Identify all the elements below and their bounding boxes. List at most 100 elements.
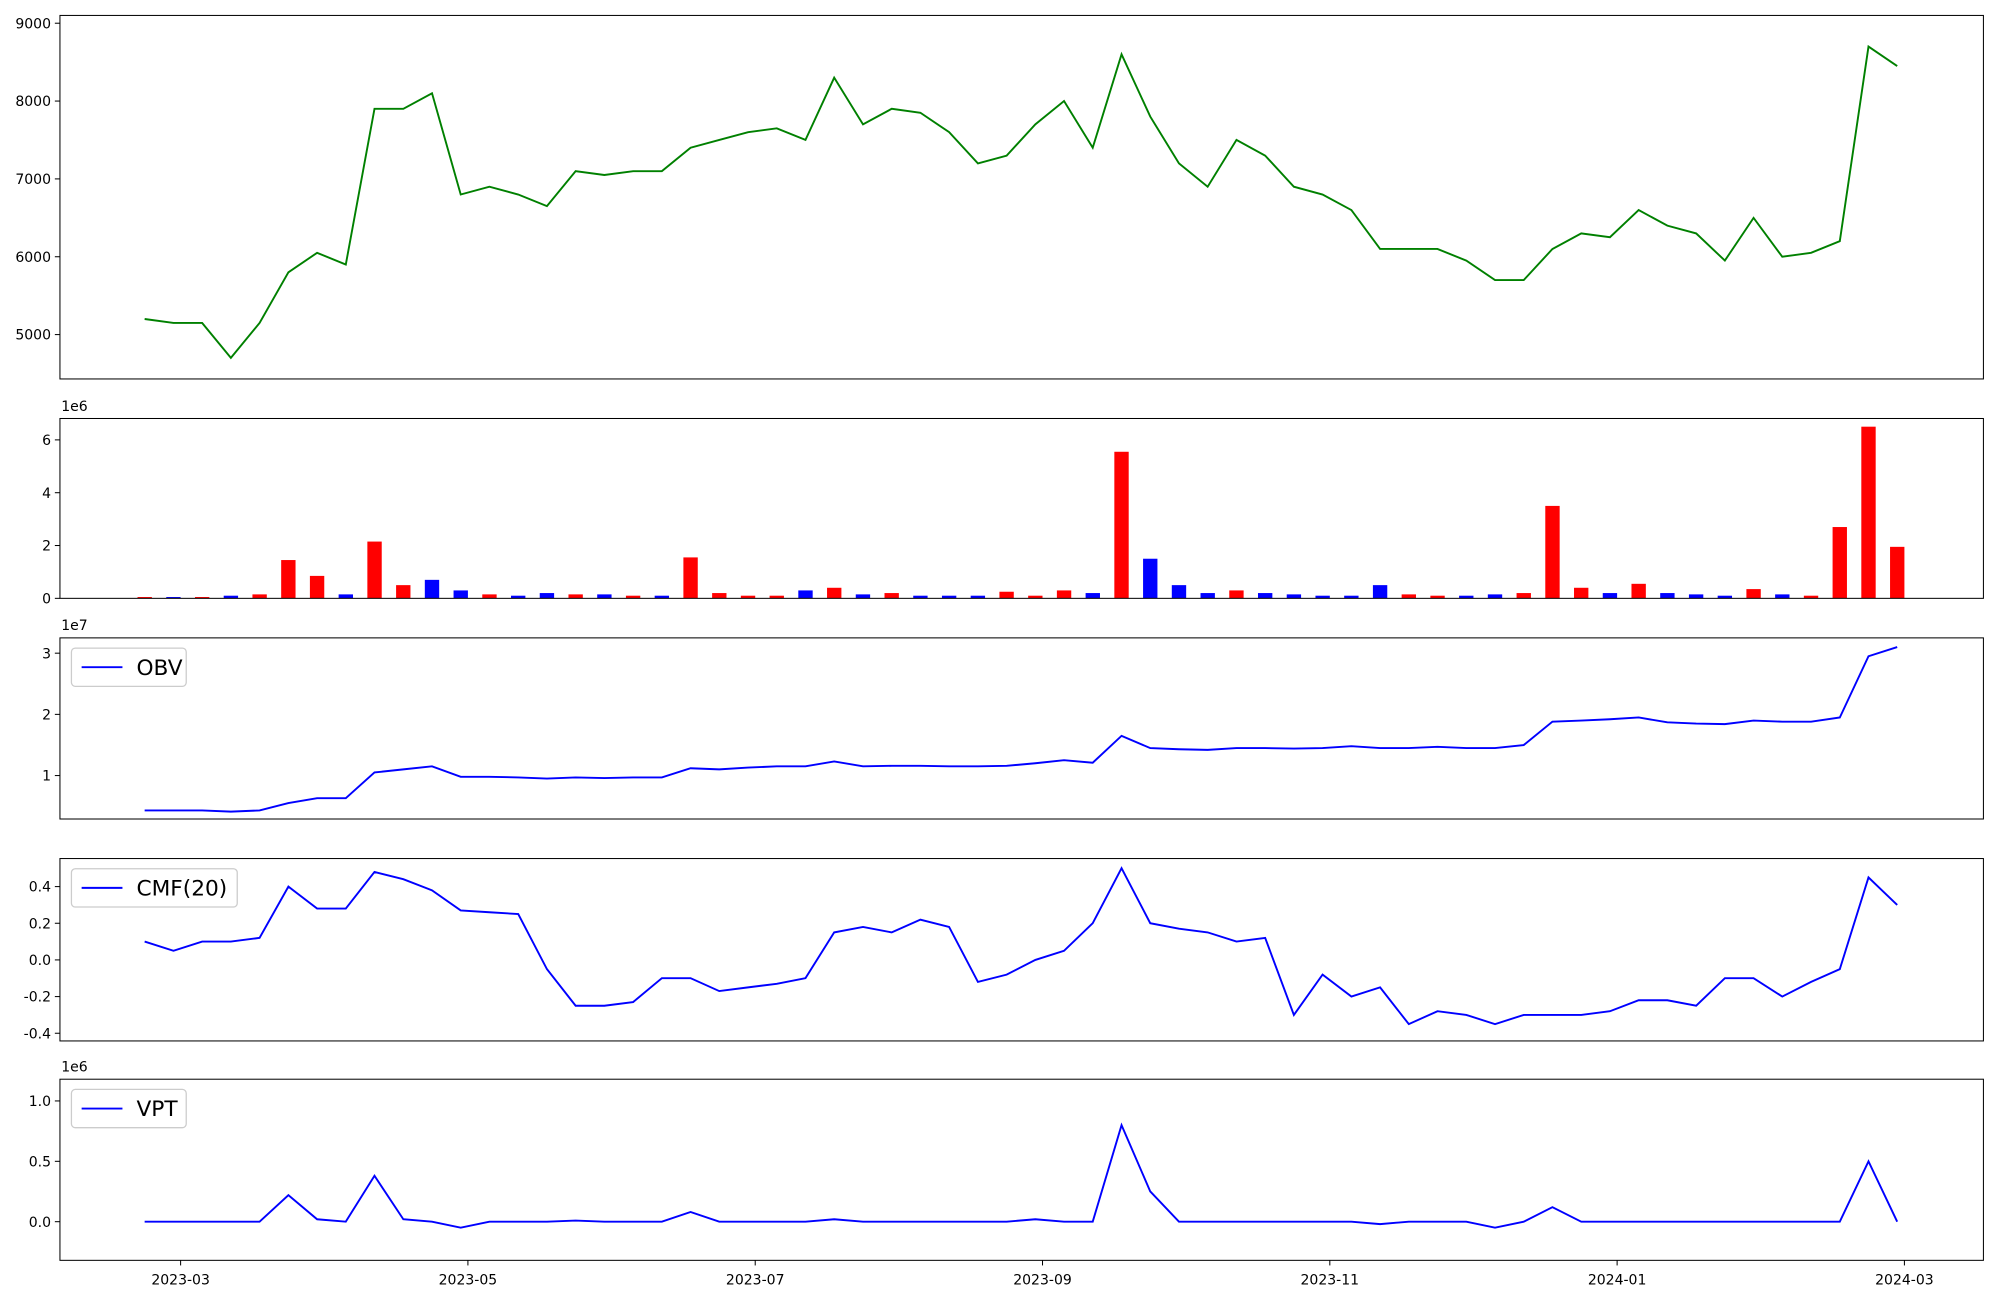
- bar: [999, 591, 1014, 599]
- bar: [482, 594, 497, 599]
- bar: [1660, 593, 1675, 599]
- bar: [798, 590, 813, 599]
- panel: 0.0 0.5 1.0 2023-03 2023-05 2023-07 2023-09 202…: [29, 1060, 1984, 1289]
- y-tick-label: 7000: [15, 172, 51, 188]
- line: [144, 1122, 1899, 1229]
- panel: 0 2 4 6 1e6: [42, 399, 1984, 607]
- legend: VPT: [70, 1088, 187, 1129]
- y-tick-label: 6: [42, 433, 51, 449]
- bar: [1372, 585, 1388, 599]
- bar: [913, 595, 928, 599]
- panel: 1 2 3 1e7 OBV: [42, 618, 1984, 820]
- bar: [1085, 593, 1100, 599]
- x-tick-label: 2023-11: [1301, 1273, 1360, 1289]
- x-tick-label: 2023-03: [151, 1273, 210, 1289]
- bar: [1890, 546, 1905, 599]
- bar: [511, 595, 526, 599]
- legend-label: VPT: [136, 1097, 178, 1122]
- bar: [309, 575, 325, 599]
- bar: [740, 595, 756, 599]
- legend-box: [70, 868, 238, 908]
- bar: [1487, 594, 1503, 599]
- offset-label: 1e6: [61, 1060, 88, 1076]
- bar: [1430, 595, 1445, 599]
- y-tick-label: 0.2: [29, 916, 51, 932]
- bar: [1631, 583, 1646, 599]
- bar: [1171, 585, 1187, 599]
- offset-label: 1e7: [61, 618, 87, 634]
- bar: [683, 557, 698, 599]
- bar: [252, 594, 267, 599]
- line: [144, 866, 1898, 1026]
- bar: [194, 597, 210, 599]
- bar: [1574, 587, 1589, 599]
- y-tick-label: 2: [42, 539, 51, 555]
- bar: [855, 594, 871, 599]
- axes-frame: [59, 858, 1984, 1042]
- legend-label: CMF(20): [136, 877, 227, 902]
- axes-frame: [59, 637, 1984, 820]
- y-tick-label: 1: [42, 769, 51, 785]
- y-tick-label: -0.2: [24, 990, 51, 1006]
- bar: [884, 593, 899, 599]
- line: [144, 44, 1898, 360]
- bar: [769, 595, 784, 599]
- bar: [1200, 593, 1215, 599]
- bar: [568, 594, 583, 599]
- bar: [166, 597, 181, 599]
- axes-frame: [59, 14, 1984, 380]
- bar: [1286, 594, 1302, 599]
- bar: [1602, 593, 1618, 599]
- y-tick-label: 6000: [15, 250, 51, 266]
- y-tick-label: 0.0: [29, 1215, 51, 1231]
- y-tick-label: 5000: [15, 328, 51, 344]
- bar: [1401, 594, 1417, 599]
- bar: [338, 594, 353, 599]
- bar: [1688, 594, 1704, 599]
- bar: [1861, 426, 1876, 599]
- y-tick-label: 1.0: [29, 1094, 51, 1110]
- x-tick-label: 2023-07: [726, 1273, 785, 1289]
- bar: [223, 595, 239, 599]
- bar: [1832, 527, 1847, 599]
- panel: 5000 6000 7000 8000 9000: [15, 14, 1984, 380]
- y-tick-label: 4: [42, 486, 51, 502]
- bar: [137, 597, 152, 599]
- bar: [712, 593, 727, 599]
- panel: -0.4 -0.2 0.0 0.2 0.4 CMF(20): [24, 858, 1984, 1042]
- bar: [1229, 590, 1244, 599]
- legend: CMF(20): [70, 868, 238, 908]
- legend-box: [70, 647, 187, 687]
- bar: [970, 595, 986, 599]
- bar: [1028, 595, 1043, 599]
- y-tick-label: 2: [42, 707, 51, 723]
- x-tick-label: 2023-09: [1013, 1273, 1072, 1289]
- y-tick-label: 8000: [15, 94, 51, 110]
- y-tick-label: 0.0: [29, 953, 51, 969]
- bar: [1114, 451, 1129, 599]
- legend-box: [70, 1088, 187, 1129]
- x-tick-label: 2023-05: [439, 1273, 498, 1289]
- y-tick-label: 9000: [15, 16, 51, 32]
- bar: [1746, 589, 1761, 599]
- x-tick-label: 2024-01: [1588, 1273, 1647, 1289]
- bar: [654, 595, 670, 599]
- bar: [827, 587, 842, 599]
- bar: [1775, 594, 1790, 599]
- bar: [424, 579, 440, 599]
- bar: [1717, 595, 1733, 599]
- y-tick-label: -0.4: [24, 1026, 51, 1042]
- bar: [539, 593, 555, 599]
- bar: [281, 560, 296, 599]
- y-tick-label: 0.5: [29, 1154, 51, 1170]
- offset-label: 1e6: [61, 399, 88, 415]
- y-tick-label: 0.4: [29, 880, 51, 896]
- x-tick-label: 2024-03: [1875, 1273, 1934, 1289]
- bar: [453, 590, 468, 599]
- bar: [367, 541, 382, 599]
- bar: [1056, 590, 1072, 599]
- bar: [1143, 558, 1158, 599]
- legend-label: OBV: [136, 656, 182, 681]
